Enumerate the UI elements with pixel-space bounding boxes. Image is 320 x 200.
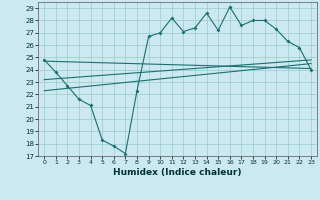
X-axis label: Humidex (Indice chaleur): Humidex (Indice chaleur) — [113, 168, 242, 177]
